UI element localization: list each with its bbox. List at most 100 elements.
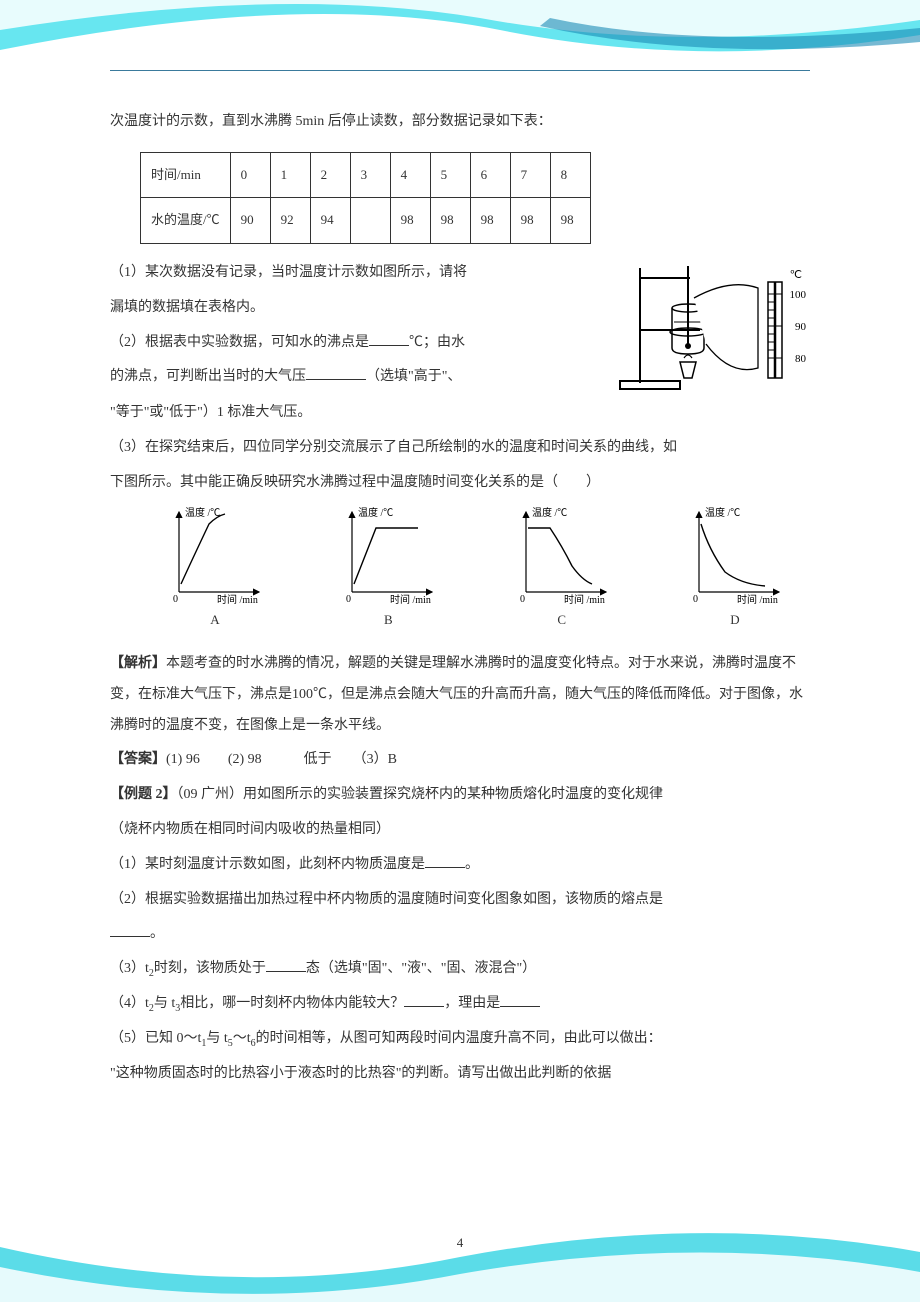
q3-line2: 下图所示。其中能正确反映研究水沸腾过程中温度随时间变化关系的是（ ）: [110, 468, 810, 499]
chart-label: B: [313, 606, 463, 635]
table-header-time: 时间/min: [141, 152, 231, 198]
ex2-q2b: 。: [150, 926, 164, 941]
ex2-q4d: ，理由是: [444, 996, 500, 1011]
chart-A: 0 温度 /℃ 时间 /min A: [140, 506, 290, 635]
svg-text:80: 80: [795, 353, 807, 365]
ex2-intro2: （烧杯内物质在相同时间内吸收的热量相同）: [110, 815, 810, 846]
svg-text:100: 100: [790, 289, 807, 301]
ex2-q1b: 。: [465, 857, 479, 872]
table-cell: 4: [390, 152, 430, 198]
q2-line2: 的沸点，可判断出当时的大气压 （选填"高于"、: [110, 362, 598, 393]
ex2-q3: （3）t2时刻，该物质处于态（选填"固"、"液"、"固、液混合"）: [110, 954, 810, 985]
q2-text-b: ℃；由水: [409, 335, 465, 350]
ex2-q2: （2）根据实验数据描出加热过程中杯内物质的温度随时间变化图象如图，该物质的熔点是: [110, 885, 810, 916]
page-content: 次温度计的示数，直到水沸腾 5min 后停止读数，部分数据记录如下表： 时间/m…: [0, 0, 920, 1153]
svg-text:时间 /min: 时间 /min: [564, 593, 605, 606]
analysis: 【解析】本题考查的时水沸腾的情况，解题的关键是理解水沸腾时的温度变化特点。对于水…: [110, 649, 810, 741]
table-cell: 90: [230, 198, 270, 244]
table-cell: 8: [550, 152, 590, 198]
answer-text: (1) 96 (2) 98 低于 （3）B: [166, 752, 397, 767]
blank-energy: [404, 993, 444, 1007]
table-cell: 0: [230, 152, 270, 198]
page-number: 4: [0, 1229, 920, 1258]
ex2-q5-line2: "这种物质固态时的比热容小于液态时的比热容"的判断。请写出做出此判断的依据: [110, 1059, 810, 1090]
q2-line3: "等于"或"低于"）1 标准大气压。: [110, 398, 810, 429]
table-cell: 92: [270, 198, 310, 244]
blank-boiling-point: [369, 332, 409, 346]
ex2-q5b: 与 t: [206, 1031, 227, 1046]
answer: 【答案】(1) 96 (2) 98 低于 （3）B: [110, 745, 810, 776]
table-cell: 98: [550, 198, 590, 244]
blank-pressure: [306, 366, 366, 380]
example-2-label: 【例题 2】: [110, 787, 177, 802]
ex2-q5c: ～t: [233, 1031, 251, 1046]
blank-reason: [500, 993, 540, 1007]
q3-line1: （3）在探究结束后，四位同学分别交流展示了自己所绘制的水的温度和时间关系的曲线，…: [110, 433, 810, 464]
ex2-intro1: （09 广州）用如图所示的实验装置探究烧杯内的某种物质熔化时温度的变化规律: [177, 787, 664, 802]
ex2-q4: （4）t2与 t3相比，哪一时刻杯内物体内能较大？，理由是: [110, 989, 810, 1020]
table-header-temp: 水的温度/℃: [141, 198, 231, 244]
chart-label: C: [487, 606, 637, 635]
chart-C: 0 温度 /℃ 时间 /min C: [487, 506, 637, 635]
answer-label: 【答案】: [110, 752, 166, 767]
table-cell: 98: [470, 198, 510, 244]
chart-label: A: [140, 606, 290, 635]
data-table: 时间/min 0 1 2 3 4 5 6 7 8 水的温度/℃ 90 92 94…: [140, 152, 591, 244]
analysis-label: 【解析】: [110, 656, 166, 671]
question-with-figure: （1）某次数据没有记录，当时温度计示数如图所示，请将 漏填的数据填在表格内。 （…: [110, 258, 810, 398]
svg-text:时间 /min: 时间 /min: [737, 593, 778, 606]
svg-text:0: 0: [346, 594, 351, 605]
blank-state: [266, 958, 306, 972]
ex2-q3b: 时刻，该物质处于: [154, 961, 266, 976]
ex2-q1a: （1）某时刻温度计示数如图，此刻杯内物质温度是: [110, 857, 425, 872]
svg-text:温度 /℃: 温度 /℃: [185, 506, 220, 519]
blank-melting-point: [110, 923, 150, 937]
apparatus-icon: ℃ 100 90 80: [610, 258, 810, 398]
ex2-q5d: 的时间相等，从图可知两段时间内温度升高不同，由此可以做出：: [256, 1031, 662, 1046]
svg-text:温度 /℃: 温度 /℃: [358, 506, 393, 519]
table-row-time: 时间/min 0 1 2 3 4 5 6 7 8: [141, 152, 591, 198]
charts-row: 0 温度 /℃ 时间 /min A 0 温度 /℃ 时间 /min B 0: [140, 506, 810, 635]
svg-text:0: 0: [173, 594, 178, 605]
svg-text:温度 /℃: 温度 /℃: [705, 506, 740, 519]
ex2-q4b: 与 t: [154, 996, 175, 1011]
svg-text:时间 /min: 时间 /min: [217, 593, 258, 606]
chart-B: 0 温度 /℃ 时间 /min B: [313, 506, 463, 635]
ex2-q5a: （5）已知 0～t: [110, 1031, 201, 1046]
svg-text:温度 /℃: 温度 /℃: [532, 506, 567, 519]
q2-text-d: （选填"高于"、: [366, 369, 461, 384]
q2-text-a: （2）根据表中实验数据，可知水的沸点是: [110, 335, 369, 350]
table-cell: 98: [430, 198, 470, 244]
q1-line2: 漏填的数据填在表格内。: [110, 293, 598, 324]
chart-D: 0 温度 /℃ 时间 /min D: [660, 506, 810, 635]
svg-text:0: 0: [693, 594, 698, 605]
svg-text:时间 /min: 时间 /min: [390, 593, 431, 606]
table-cell: [350, 198, 390, 244]
table-cell: 1: [270, 152, 310, 198]
chart-label: D: [660, 606, 810, 635]
table-cell: 6: [470, 152, 510, 198]
header-rule: [110, 70, 810, 71]
table-cell: 2: [310, 152, 350, 198]
ex2-q2-blank: 。: [110, 919, 810, 950]
table-cell: 5: [430, 152, 470, 198]
ex2-q3a: （3）t: [110, 961, 149, 976]
ex2-q1: （1）某时刻温度计示数如图，此刻杯内物质温度是 。: [110, 850, 810, 881]
example-2-intro: 【例题 2】（09 广州）用如图所示的实验装置探究烧杯内的某种物质熔化时温度的变…: [110, 780, 810, 811]
q2-text-c: 的沸点，可判断出当时的大气压: [110, 369, 306, 384]
table-cell: 98: [390, 198, 430, 244]
analysis-text: 本题考查的时水沸腾的情况，解题的关键是理解水沸腾时的温度变化特点。对于水来说，沸…: [110, 656, 803, 733]
table-cell: 3: [350, 152, 390, 198]
intro-line: 次温度计的示数，直到水沸腾 5min 后停止读数，部分数据记录如下表：: [110, 107, 810, 138]
ex2-q4a: （4）t: [110, 996, 149, 1011]
svg-text:0: 0: [520, 594, 525, 605]
ex2-q3c: 态（选填"固"、"液"、"固、液混合"）: [306, 961, 536, 976]
ex2-q4c: 相比，哪一时刻杯内物体内能较大？: [180, 996, 404, 1011]
q1-line1: （1）某次数据没有记录，当时温度计示数如图所示，请将: [110, 258, 598, 289]
ex2-q5-line1: （5）已知 0～t1与 t5～t6的时间相等，从图可知两段时间内温度升高不同，由…: [110, 1024, 810, 1055]
table-row-temp: 水的温度/℃ 90 92 94 98 98 98 98 98: [141, 198, 591, 244]
q2-line1: （2）根据表中实验数据，可知水的沸点是 ℃；由水: [110, 328, 598, 359]
svg-text:℃: ℃: [790, 269, 802, 281]
ex2-q2a: （2）根据实验数据描出加热过程中杯内物质的温度随时间变化图象如图，该物质的熔点是: [110, 892, 663, 907]
blank-temp: [425, 854, 465, 868]
